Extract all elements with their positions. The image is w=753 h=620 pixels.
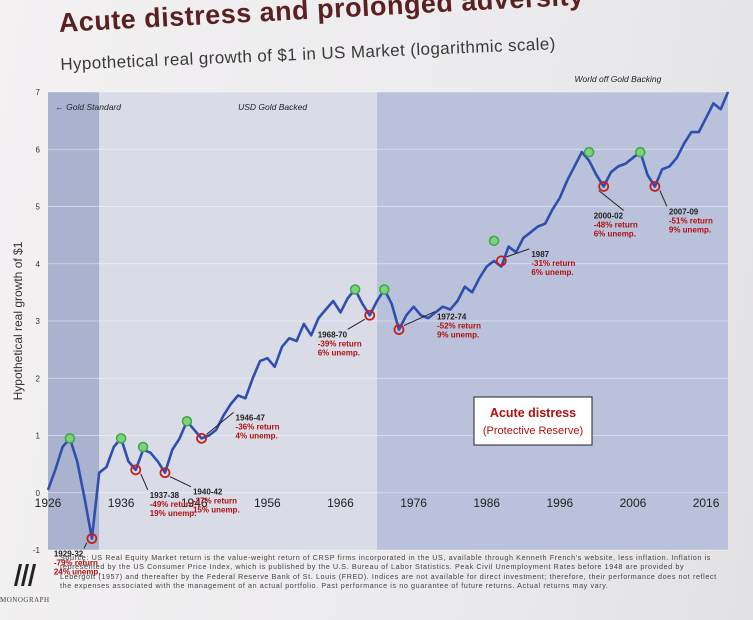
legend-title: Acute distress — [490, 406, 576, 420]
annotation-arrow — [169, 476, 192, 488]
x-tick-label: 1966 — [327, 496, 354, 510]
peak-marker — [115, 433, 127, 444]
y-tick-label: 6 — [36, 145, 41, 154]
trough-marker — [130, 464, 142, 476]
trough-marker — [649, 181, 661, 192]
annotation-arrow — [403, 311, 436, 327]
peak-marker — [349, 284, 361, 295]
trough-marker — [495, 255, 507, 267]
drawdown-unemp-label: 6% unemp. — [531, 268, 573, 277]
region-label: ← Gold Standard — [55, 102, 121, 112]
annotation-arrow — [598, 190, 625, 211]
x-tick-label: 1946 — [181, 496, 208, 510]
drawdown-period-label: 1987 — [531, 250, 549, 259]
drawdown-return-label: -79% return — [54, 559, 98, 568]
x-tick-label: 1986 — [473, 496, 500, 510]
drawdown-return-label: -36% return — [236, 422, 280, 431]
legend-subtitle: (Protective Reserve) — [483, 425, 583, 437]
source-note: Source: US Real Equity Market return is … — [60, 553, 717, 591]
annotation-arrow — [206, 411, 234, 435]
drawdown-return-label: -49% return — [150, 500, 194, 509]
drawdown-period-label: 1968-70 — [318, 330, 348, 339]
peak-marker — [64, 433, 76, 444]
monograph-logo-icon — [14, 564, 36, 586]
drawdown-return-label: -48% return — [594, 220, 638, 229]
y-tick-label: 1 — [36, 432, 41, 441]
drawdown-unemp-label: 6% unemp. — [594, 229, 636, 238]
peak-marker — [635, 146, 646, 158]
y-axis-label: Hypothetical real growth of $1 — [11, 241, 25, 400]
trough-marker — [364, 309, 376, 321]
x-tick-label: 1926 — [35, 496, 62, 510]
y-tick-label: -1 — [33, 546, 41, 555]
drawdown-return-label: -37% return — [193, 497, 237, 506]
region-label: USD Gold Backed — [238, 102, 307, 112]
legend-box — [473, 396, 593, 446]
y-tick-label: 7 — [36, 88, 41, 97]
drawdown-period-label: 1972-74 — [437, 313, 467, 322]
drawdown-return-label: -51% return — [669, 216, 713, 225]
annotation-arrow — [506, 248, 530, 258]
drawdown-period-label: 2007-09 — [669, 207, 699, 216]
drawdown-return-label: -39% return — [318, 339, 362, 348]
annotation-arrow — [140, 473, 149, 491]
drawdown-return-label: -52% return — [437, 322, 481, 331]
peak-marker — [137, 441, 149, 453]
drawdown-unemp-label: 15% unemp. — [193, 506, 240, 515]
y-tick-label: 0 — [36, 489, 41, 498]
x-tick-label: 1956 — [254, 496, 281, 510]
trough-marker — [393, 324, 405, 335]
drawdown-period-label: 1929-32 — [54, 550, 84, 559]
x-tick-label: 1976 — [400, 496, 427, 510]
peak-marker — [488, 235, 500, 247]
x-tick-label: 1936 — [108, 496, 135, 510]
peak-marker — [379, 284, 390, 295]
drawdown-period-label: 2000-02 — [594, 211, 624, 220]
drawdown-unemp-label: 6% unemp. — [318, 348, 360, 357]
annotation-arrow — [347, 318, 365, 330]
drawdown-period-label: 1937-38 — [150, 491, 180, 500]
trough-marker — [598, 181, 610, 192]
series-line-real-growth — [46, 91, 730, 540]
y-tick-label: 5 — [36, 203, 41, 212]
x-tick-label: 2016 — [693, 496, 720, 510]
trough-marker — [196, 432, 207, 444]
trough-marker — [159, 467, 171, 479]
trough-marker — [86, 533, 98, 544]
x-tick-label: 2006 — [620, 496, 647, 510]
y-tick-label: 3 — [36, 317, 41, 326]
drawdown-unemp-label: 19% unemp. — [150, 509, 197, 518]
drawdown-unemp-label: 4% unemp. — [236, 431, 278, 440]
region-label: World off Gold Backing — [574, 74, 661, 84]
x-tick-label: 1996 — [546, 496, 573, 510]
drawdown-unemp-label: 24% unemp. — [54, 568, 101, 577]
y-tick-label: 4 — [36, 260, 41, 269]
drawdown-period-label: 1946-47 — [236, 413, 266, 422]
y-tick-label: 2 — [36, 374, 41, 383]
logo-text: MONOGRAPH — [0, 596, 50, 604]
drawdown-return-label: -31% return — [531, 259, 575, 268]
drawdown-unemp-label: 9% unemp. — [669, 225, 711, 234]
annotation-arrow — [83, 542, 88, 549]
peak-marker — [181, 415, 193, 427]
drawdown-unemp-label: 9% unemp. — [437, 331, 479, 340]
drawdown-period-label: 1940-42 — [193, 488, 223, 497]
annotation-arrow — [659, 190, 668, 207]
peak-marker — [583, 146, 595, 158]
